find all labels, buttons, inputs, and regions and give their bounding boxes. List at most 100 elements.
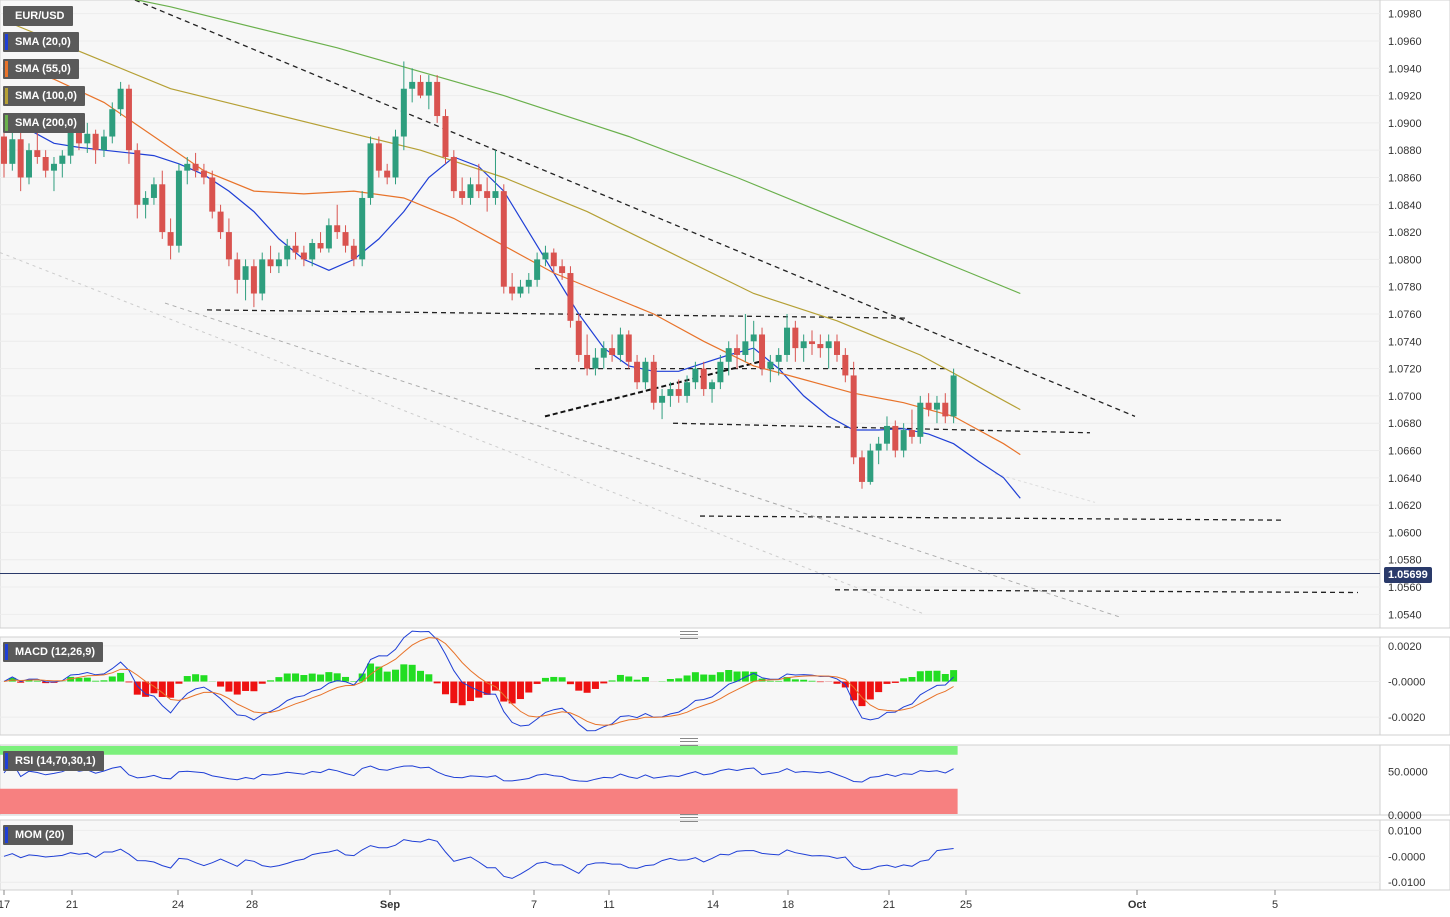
legend-sma20[interactable]: SMA (20,0) (3, 32, 79, 52)
macd-resize-handle[interactable] (680, 631, 698, 639)
macd-histogram-bar (392, 669, 400, 682)
mom-panel: 0.0100 -0.0000 -0.0100 (0, 819, 1450, 891)
candle-body (617, 334, 624, 355)
macd-histogram-bar (700, 674, 708, 682)
candle (200, 163, 207, 185)
candle-body (92, 133, 99, 151)
macd-histogram-bar (666, 678, 674, 682)
legend-mom[interactable]: MOM (20) (3, 825, 73, 845)
candle-body (734, 348, 741, 355)
candle (892, 420, 899, 458)
macd-histogram-bar (733, 671, 741, 682)
macd-histogram-bar (367, 663, 375, 682)
macd-histogram-bar (583, 681, 591, 693)
price-tick-label: 1.0800 (1388, 254, 1422, 266)
candle-body (642, 361, 649, 383)
candle (325, 218, 332, 253)
candle (150, 177, 157, 205)
candle (284, 238, 291, 267)
macd-histogram-bar (550, 676, 558, 682)
candle (100, 129, 107, 157)
candle-body (375, 143, 382, 171)
support-level-3 (672, 422, 1091, 434)
macd-histogram-bar (641, 677, 649, 682)
price-tick-label: 1.0720 (1388, 364, 1422, 376)
candle-body (858, 457, 865, 482)
candle-body (100, 136, 107, 151)
candle-body (867, 450, 874, 482)
macd-histogram-bar (816, 681, 824, 683)
candle (250, 259, 257, 308)
macd-histogram-bar (125, 681, 133, 683)
macd-histogram-bar (875, 681, 883, 693)
x-tick-label: 21 (883, 899, 895, 911)
candle-body (59, 155, 66, 164)
macd-histogram-bar (400, 664, 408, 682)
candle (509, 273, 516, 301)
price-tick-label: 1.0680 (1388, 418, 1422, 430)
candle-body (325, 225, 332, 249)
candle (800, 334, 807, 362)
macd-tick-label: -0.0020 (1388, 712, 1425, 724)
legend-rsi[interactable]: RSI (14,70,30,1) (3, 751, 104, 771)
macd-histogram-bar (100, 680, 108, 682)
rsi-swatch (5, 753, 8, 769)
macd-histogram-bar (908, 677, 916, 682)
candle (725, 341, 732, 376)
candle (484, 177, 491, 212)
macd-axis-area (1379, 636, 1450, 736)
resistance-trendline (134, 0, 1136, 417)
macd-histogram-bar (17, 681, 25, 683)
candle (17, 129, 24, 192)
candle (917, 395, 924, 444)
candle (717, 354, 724, 390)
candle-body (300, 252, 307, 260)
mom-resize-handle[interactable] (680, 814, 698, 822)
rsi-tick-label: 50.0000 (1388, 766, 1428, 778)
candle (275, 252, 282, 274)
candle (734, 334, 741, 369)
macd-histogram-bar (691, 672, 699, 682)
legend-sma200-text: SMA (200,0) (15, 117, 77, 129)
candle (42, 150, 49, 178)
candle-body (709, 382, 716, 390)
macd-histogram-bar (916, 671, 924, 682)
symbol-label-text: EUR/USD (15, 10, 65, 22)
macd-swatch (5, 644, 8, 660)
candle-body (759, 334, 766, 369)
price-tick-label: 1.0820 (1388, 227, 1422, 239)
legend-mom-text: MOM (20) (15, 829, 65, 841)
x-tick-label: 11 (603, 899, 614, 911)
candle (933, 395, 940, 424)
candle-body (117, 88, 124, 110)
candle (908, 409, 915, 444)
candle (809, 330, 816, 355)
price-tick-label: 1.0940 (1388, 63, 1422, 75)
legend-sma55[interactable]: SMA (55,0) (3, 59, 79, 79)
candle-body (659, 395, 666, 403)
legend-sma100[interactable]: SMA (100,0) (3, 86, 85, 106)
rsi-resize-handle[interactable] (680, 738, 698, 746)
candle (384, 163, 391, 185)
x-tick-label: 14 (707, 899, 719, 911)
candle (259, 252, 266, 301)
legend-macd[interactable]: MACD (12,26,9) (3, 642, 104, 662)
candle-body (209, 177, 216, 212)
candle-body (342, 232, 349, 246)
candle-body (292, 245, 299, 253)
candle-body (459, 191, 466, 198)
candle-body (142, 197, 149, 205)
symbol-label[interactable]: EUR/USD (3, 6, 73, 26)
candle (759, 327, 766, 376)
rsi-axis-area (1379, 744, 1450, 816)
macd-histogram-bar (425, 674, 433, 682)
candle-body (634, 361, 641, 383)
x-tick-label: 24 (172, 899, 184, 911)
candle (542, 245, 549, 267)
macd-histogram-bar (491, 681, 499, 691)
legend-sma200[interactable]: SMA (200,0) (3, 113, 85, 133)
macd-histogram-bar (725, 670, 733, 682)
candle (567, 266, 574, 328)
candle-body (217, 211, 224, 233)
candle (175, 163, 182, 253)
